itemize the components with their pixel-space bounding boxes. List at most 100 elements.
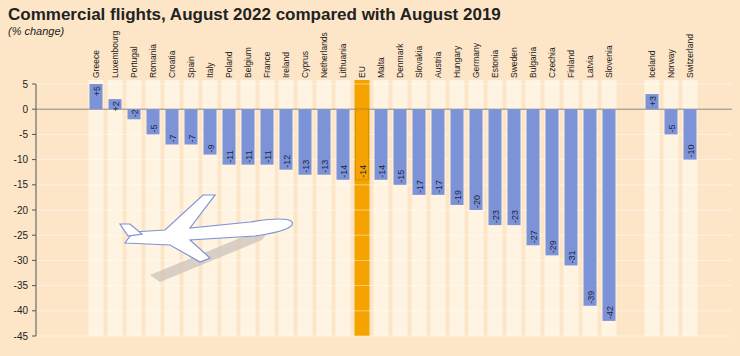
- category-label: Portugal: [129, 46, 139, 78]
- category-label: Poland: [224, 51, 234, 78]
- tick-label: -35: [14, 280, 29, 291]
- category-label: Italy: [205, 62, 215, 78]
- column-stripe: [146, 80, 161, 336]
- column-stripe: [469, 80, 484, 336]
- tick-mark: [32, 336, 36, 337]
- chart: Commercial flights, August 2022 compared…: [0, 0, 740, 356]
- data-label: -19: [453, 190, 463, 203]
- subtitle: (% change): [8, 25, 65, 37]
- data-label: -9: [206, 145, 216, 153]
- category-label: Cyprus: [300, 51, 310, 78]
- data-label: -31: [567, 250, 577, 263]
- category-label: EU: [357, 66, 367, 78]
- bar: [603, 109, 616, 321]
- category-label: Finland: [566, 50, 576, 78]
- column-stripe: [355, 80, 370, 336]
- column-stripe: [298, 80, 313, 336]
- title: Commercial flights, August 2022 compared…: [8, 5, 501, 24]
- bar: [147, 109, 160, 134]
- column-stripe: [683, 80, 698, 336]
- data-label: -7: [187, 134, 197, 142]
- bar: [375, 109, 388, 180]
- category-label: Germany: [471, 42, 481, 78]
- data-label: -39: [586, 291, 596, 304]
- data-label: -5: [667, 124, 677, 132]
- y-axis: [36, 84, 37, 336]
- bar: [280, 109, 293, 169]
- column-stripe: [241, 80, 256, 336]
- bar: [684, 109, 697, 159]
- tick-mark: [32, 285, 36, 286]
- category-label: Belgium: [243, 47, 253, 78]
- bar: [185, 109, 198, 144]
- grid-line: [36, 184, 732, 185]
- column-stripe: [222, 80, 237, 336]
- column-stripe: [564, 80, 579, 336]
- bar: [356, 109, 369, 180]
- column-stripe: [507, 80, 522, 336]
- tick-label: -15: [14, 179, 29, 190]
- tick-label: -5: [19, 129, 28, 140]
- tick-mark: [32, 310, 36, 311]
- data-label: -17: [415, 180, 425, 193]
- category-label: Croatia: [167, 50, 177, 78]
- bar: [299, 109, 312, 175]
- category-label: Romania: [148, 44, 158, 78]
- tick-mark: [32, 134, 36, 135]
- data-label: -29: [548, 240, 558, 253]
- column-stripe: [260, 80, 275, 336]
- category-label: Slovenia: [604, 45, 614, 78]
- data-label: -7: [168, 134, 178, 142]
- data-label: -12: [282, 155, 292, 168]
- category-label: Netherlands: [319, 32, 329, 78]
- data-label: -20: [472, 195, 482, 208]
- data-label: -42: [605, 306, 615, 319]
- category-label: Spain: [186, 56, 196, 78]
- data-label: -17: [434, 180, 444, 193]
- data-label: -11: [225, 150, 235, 162]
- tick-mark: [32, 109, 36, 110]
- category-label: Austria: [433, 51, 443, 78]
- category-label: Malta: [376, 57, 386, 78]
- grid-line: [36, 210, 732, 211]
- plane-body: [125, 195, 292, 262]
- category-label: Latvia: [585, 55, 595, 78]
- data-label: -10: [686, 145, 696, 158]
- column-stripe: [545, 80, 560, 336]
- bar: [337, 109, 350, 180]
- grid-line: [36, 84, 732, 85]
- tick-label: 5: [22, 79, 28, 90]
- bar: [223, 109, 236, 164]
- column-stripe: [393, 80, 408, 336]
- background: [0, 0, 740, 356]
- tick-label: -40: [14, 305, 29, 316]
- bar: [584, 109, 597, 306]
- bar: [565, 109, 578, 265]
- column-stripe: [108, 80, 123, 336]
- bar: [451, 109, 464, 205]
- column-stripe: [645, 80, 660, 336]
- category-label: Lithuania: [338, 43, 348, 78]
- category-label: Ireland: [281, 52, 291, 78]
- column-stripe: [450, 80, 465, 336]
- category-label: Slovakia: [414, 46, 424, 78]
- airplane-illustration: [120, 195, 292, 282]
- category-label: Hungary: [452, 45, 462, 78]
- bar: [166, 109, 179, 144]
- tick-label: -45: [14, 331, 29, 342]
- column-stripe: [412, 80, 427, 336]
- category-label: Switzerland: [685, 34, 695, 78]
- column-stripe: [89, 80, 104, 336]
- category-label: Denmark: [395, 43, 405, 78]
- bar: [489, 109, 502, 225]
- column-stripe: [431, 80, 446, 336]
- data-label: -2: [130, 109, 140, 117]
- tick-label: 0: [22, 104, 28, 115]
- column-stripe: [127, 80, 142, 336]
- bar: [204, 109, 217, 154]
- tick-mark: [32, 235, 36, 236]
- bar: [318, 109, 331, 175]
- column-stripe: [336, 80, 351, 336]
- bar: [128, 109, 141, 119]
- category-label: Luxembourg: [110, 30, 120, 78]
